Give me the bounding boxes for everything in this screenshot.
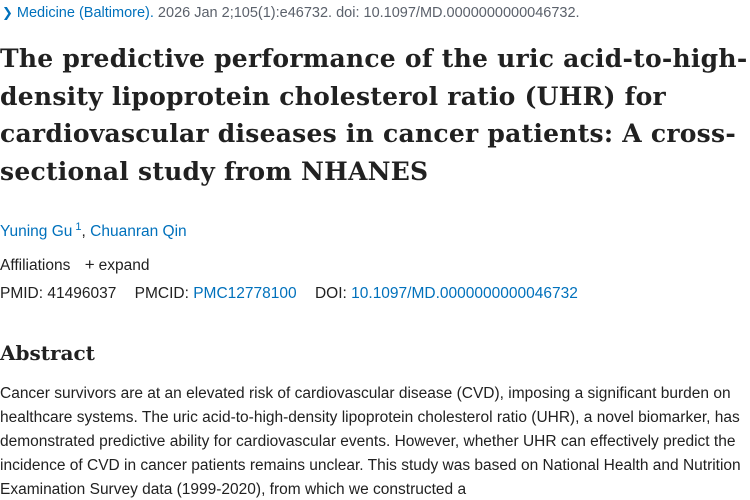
pmcid-link[interactable]: PMC12778100 bbox=[193, 285, 297, 302]
expand-label: expand bbox=[98, 257, 150, 274]
pmcid-label: PMCID: bbox=[134, 285, 189, 302]
article-title: The predictive performance of the uric a… bbox=[0, 44, 748, 186]
pmid-value: 41496037 bbox=[47, 285, 117, 302]
affiliations-label: Affiliations bbox=[0, 257, 71, 274]
doi-link[interactable]: 10.1097/MD.0000000000046732 bbox=[351, 285, 578, 302]
citation-details: 2026 Jan 2;105(1):e46732. doi: 10.1097/M… bbox=[153, 5, 580, 21]
chevron-right-icon: ❯ bbox=[2, 5, 13, 20]
author-link[interactable]: Chuanran Qin bbox=[90, 223, 187, 241]
affiliations-expand-button[interactable]: + expand bbox=[84, 255, 150, 274]
abstract-text: Cancer survivors are at an elevated risk… bbox=[0, 385, 741, 498]
doi-label: DOI: bbox=[314, 285, 347, 302]
pmid-label: PMID: bbox=[0, 285, 44, 302]
author-list: Yuning Gu 1, Chuanran Qin bbox=[0, 216, 187, 243]
citation-line: ❯ Medicine (Baltimore). 2026 Jan 2;105(1)… bbox=[2, 3, 580, 23]
affiliation-ref[interactable]: 1 bbox=[75, 221, 82, 233]
abstract-heading: Abstract bbox=[0, 341, 95, 365]
journal-link[interactable]: Medicine (Baltimore). bbox=[16, 5, 154, 21]
author-link[interactable]: Yuning Gu bbox=[0, 223, 73, 241]
author-separator: , bbox=[81, 223, 91, 241]
identifiers-row: PMID: 41496037 PMCID: PMC12778100 DOI: 1… bbox=[0, 283, 578, 305]
plus-icon: + bbox=[84, 255, 95, 274]
affiliations-row: Affiliations + expand bbox=[0, 254, 149, 277]
